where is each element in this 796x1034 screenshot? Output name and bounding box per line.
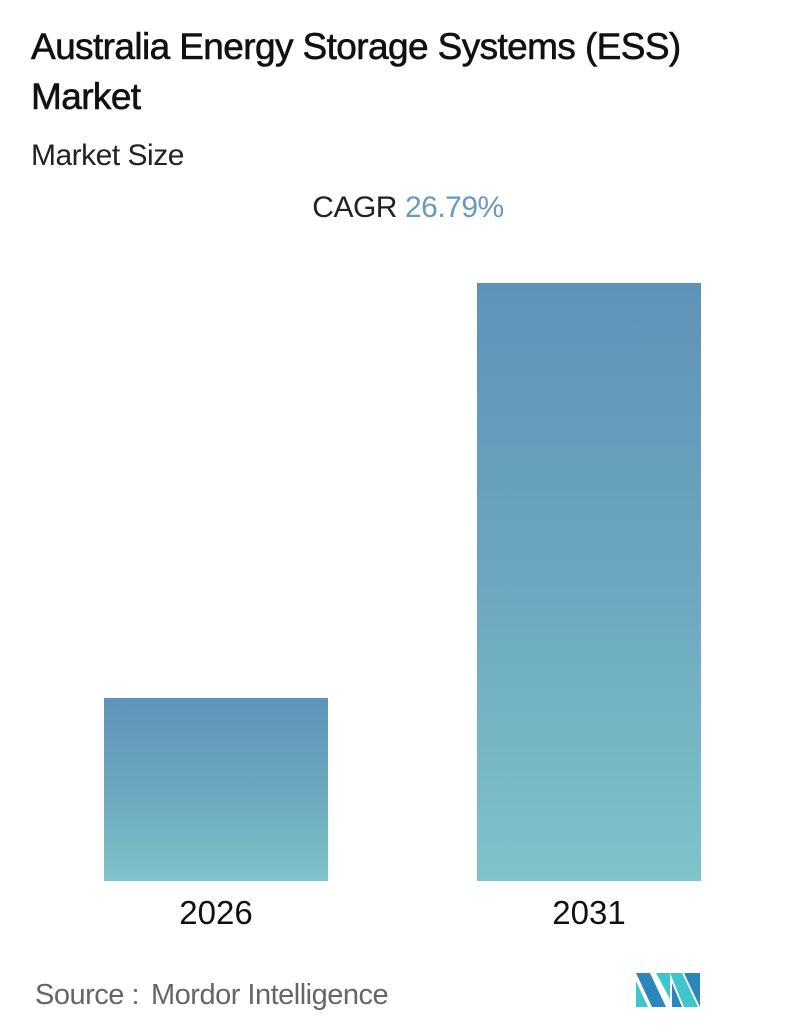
cagr-value: 26.79% (404, 191, 504, 224)
cagr-annotation: CAGR 26.79% (0, 190, 796, 226)
source-name: Mordor Intelligence (151, 979, 389, 1011)
mordor-intelligence-logo-icon (636, 973, 700, 1007)
x-axis-label-2031: 2031 (552, 894, 626, 931)
source-attribution: Source : Mordor Intelligence (35, 977, 389, 1013)
bar-2026 (104, 698, 328, 881)
chart-title: Australia Energy Storage Systems (ESS) M… (31, 26, 682, 118)
cagr-label: CAGR (312, 191, 397, 224)
bar-2031 (477, 283, 701, 881)
chart-subtitle: Market Size (31, 139, 184, 172)
source-label: Source : (35, 979, 140, 1011)
x-axis-label-2026: 2026 (179, 894, 253, 931)
